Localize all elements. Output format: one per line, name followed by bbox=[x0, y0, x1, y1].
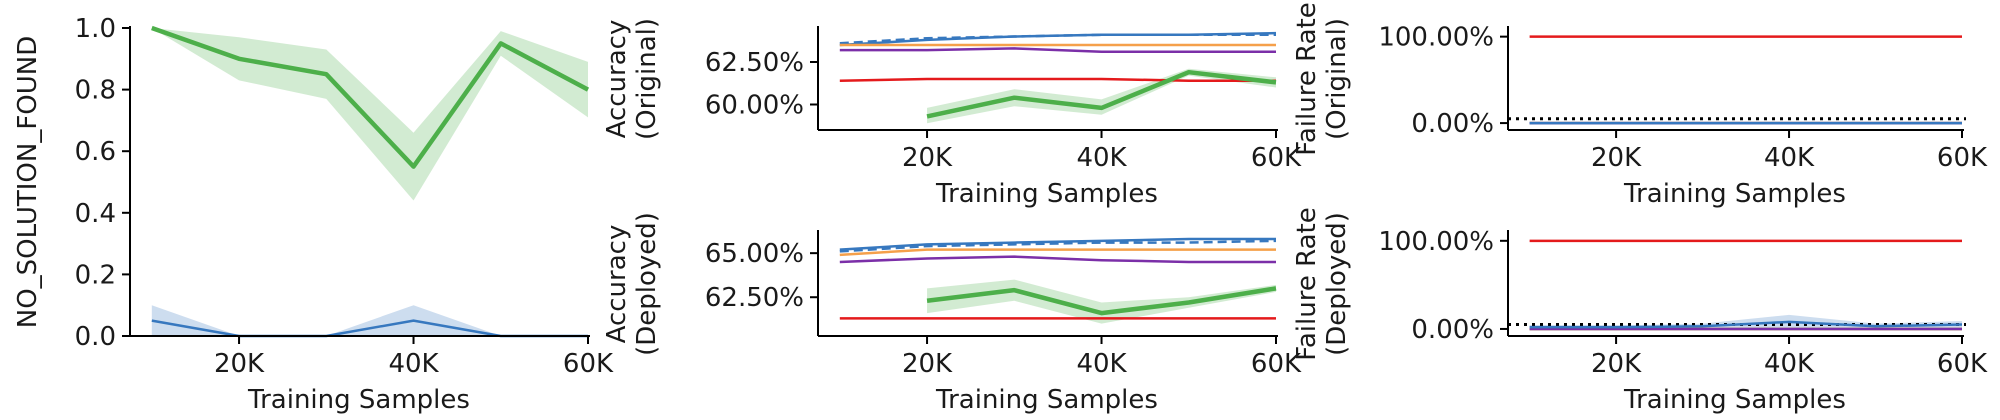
y-tick-label: 0.2 bbox=[75, 260, 116, 290]
x-tick-label: 20K bbox=[1591, 143, 1642, 173]
series-line-2 bbox=[839, 33, 1276, 45]
x-axis-label: Training Samples bbox=[1623, 179, 1846, 209]
x-tick-label: 60K bbox=[1937, 143, 1988, 173]
y-axis-label: Accuracy bbox=[602, 225, 632, 344]
y-tick-label: 0.0 bbox=[75, 322, 116, 352]
y-tick-label: 0.4 bbox=[75, 199, 116, 229]
y-tick-label: 0.00% bbox=[1411, 109, 1494, 139]
x-tick-label: 20K bbox=[902, 349, 953, 379]
series-line-2 bbox=[839, 239, 1277, 253]
y-tick-label: 0.6 bbox=[75, 137, 116, 167]
series-line-4 bbox=[839, 47, 1276, 54]
x-tick-label: 40K bbox=[1076, 349, 1127, 379]
y-tick-label: 62.50% bbox=[705, 48, 804, 78]
x-tick-label: 60K bbox=[1251, 349, 1302, 379]
x-tick-label: 20K bbox=[902, 143, 953, 173]
chart-panel-5: 0.00% 100.00% 20K 40K 60K Training Samples Fai… bbox=[1292, 207, 1988, 415]
x-tick-label: 40K bbox=[388, 349, 439, 379]
x-tick-label: 20K bbox=[214, 349, 265, 379]
x-tick-label: 60K bbox=[563, 349, 614, 379]
chart-panel-2: 60.00% 62.50% 20K 40K 60K Training Samples Acc… bbox=[602, 18, 1302, 209]
y-tick-label: 0.8 bbox=[75, 76, 116, 106]
y-tick-label: 1.0 bbox=[75, 14, 116, 44]
y-axis-label: Accuracy bbox=[602, 20, 632, 139]
y-tick-label: 100.00% bbox=[1378, 23, 1494, 53]
x-tick-label: 20K bbox=[1591, 349, 1642, 379]
series-line-6 bbox=[926, 69, 1277, 119]
y-axis-label: (Deployed) bbox=[1322, 212, 1352, 356]
x-axis-label: Training Samples bbox=[1623, 385, 1846, 415]
x-tick-label: 60K bbox=[1937, 349, 1988, 379]
y-tick-label: 65.00% bbox=[705, 239, 804, 269]
y-axis-label: (Original) bbox=[632, 18, 662, 140]
y-axis-label: (Deployed) bbox=[632, 212, 662, 356]
y-axis-label: Failure Rate bbox=[1292, 207, 1322, 360]
confidence-band-2 bbox=[151, 305, 589, 336]
series-line-1 bbox=[839, 237, 1276, 251]
series-line-6 bbox=[926, 286, 1277, 316]
y-tick-label: 0.00% bbox=[1411, 315, 1494, 345]
x-tick-label: 40K bbox=[1764, 349, 1815, 379]
x-tick-label: 40K bbox=[1076, 143, 1127, 173]
chart-panel-4: 62.50% 65.00% 20K 40K 60K Training Samples Acc… bbox=[602, 212, 1302, 415]
series-line-5 bbox=[1529, 320, 1963, 329]
confidence-band-6 bbox=[927, 68, 1276, 124]
x-axis-label: Training Samples bbox=[935, 385, 1158, 415]
series-line-5 bbox=[839, 77, 1276, 82]
series-line-3 bbox=[839, 248, 1276, 257]
y-tick-label: 62.50% bbox=[705, 283, 804, 313]
y-tick-label: 60.00% bbox=[705, 91, 804, 121]
series-line-4 bbox=[839, 255, 1276, 264]
y-axis-label: Failure Rate bbox=[1292, 2, 1322, 155]
y-tick-label: 100.00% bbox=[1378, 227, 1494, 257]
chart-panel-1: 0.0 0.2 0.4 0.6 0.8 1.0 20K 40K 60K Training Samp… bbox=[13, 14, 614, 415]
confidence-band-6 bbox=[927, 279, 1276, 324]
x-tick-label: 60K bbox=[1251, 143, 1302, 173]
x-tick-label: 40K bbox=[1764, 143, 1815, 173]
series-line-1 bbox=[151, 25, 590, 169]
y-axis-label: NO_SOLUTION_FOUND bbox=[13, 36, 43, 329]
x-axis-label: Training Samples bbox=[247, 385, 470, 415]
x-axis-label: Training Samples bbox=[935, 179, 1158, 209]
y-axis-label: (Original) bbox=[1322, 18, 1352, 140]
chart-panel-3: 0.00% 100.00% 20K 40K 60K Training Samples Fai… bbox=[1292, 2, 1988, 209]
